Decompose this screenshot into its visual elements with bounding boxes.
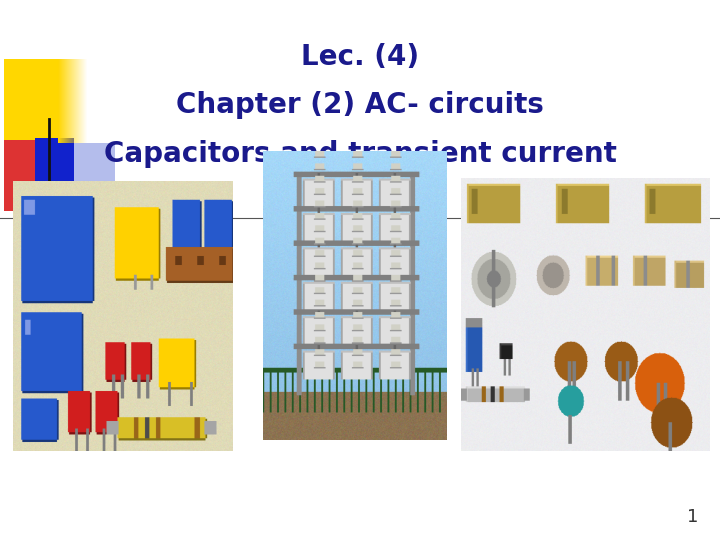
Text: Chapter (2) AC- circuits: Chapter (2) AC- circuits — [176, 91, 544, 119]
Bar — [4, 59, 58, 143]
Text: Capacitors and transient current: Capacitors and transient current — [104, 140, 616, 168]
Bar — [4, 140, 43, 211]
Bar — [35, 138, 74, 211]
Text: Lec. (4): Lec. (4) — [301, 43, 419, 71]
Bar — [68, 143, 115, 189]
Text: 1: 1 — [687, 509, 698, 526]
